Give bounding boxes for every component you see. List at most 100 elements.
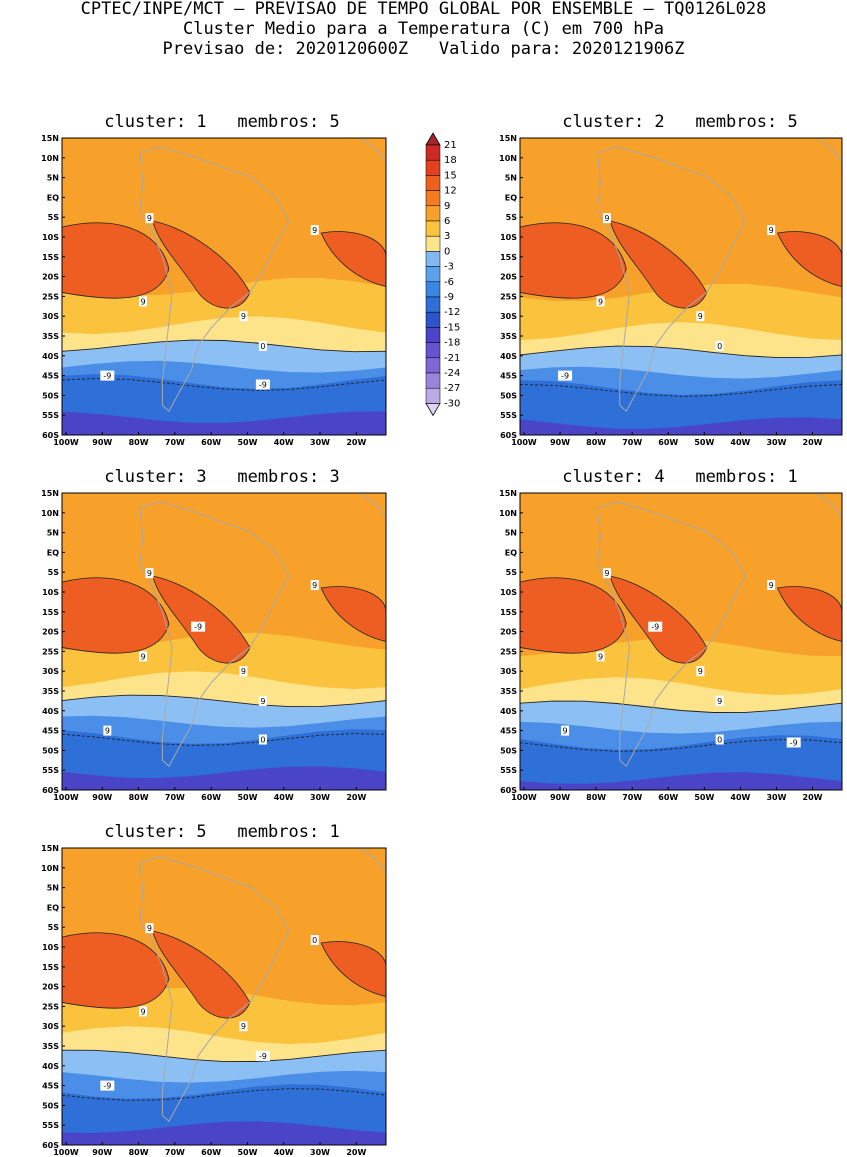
- lon-tick-label: 50W: [237, 793, 257, 802]
- lon-tick-label: 20W: [803, 438, 823, 447]
- contour-label: 9: [769, 226, 774, 235]
- colorbar-label: -15: [444, 322, 460, 333]
- temperature-band: [520, 417, 842, 435]
- lon-tick-label: 50W: [237, 438, 257, 447]
- lat-tick-label: 40S: [500, 352, 517, 361]
- contour-zero: [62, 1049, 386, 1063]
- contour-label-box: [255, 1050, 270, 1061]
- colorbar-swatch: [425, 296, 441, 313]
- lat-tick-label: 15N: [499, 489, 517, 498]
- contour-label-box: [310, 225, 319, 236]
- lon-tick-label: 20W: [346, 438, 366, 447]
- lat-tick-label: 60S: [42, 1141, 59, 1150]
- contour-label: 0: [717, 342, 722, 351]
- contour-label-box: [255, 379, 270, 390]
- lat-tick-label: 40S: [42, 707, 59, 716]
- contour-minus-nine: [62, 378, 386, 391]
- lon-tick-label: 20W: [346, 1148, 366, 1157]
- lat-tick-label: 50S: [42, 746, 59, 755]
- south-america-coastline: [596, 146, 746, 412]
- colorbar-swatch: [425, 327, 441, 343]
- contour-label: 0: [312, 936, 317, 945]
- panel-3-title: cluster: 3 membros: 3: [104, 467, 340, 487]
- contour-zero: [520, 700, 842, 713]
- lat-tick-label: 15S: [42, 608, 59, 617]
- lon-tick-label: 100W: [53, 793, 79, 802]
- colorbar-swatch: [425, 190, 441, 207]
- contour-label-box: [239, 1021, 248, 1032]
- colorbar-swatch: [425, 357, 441, 374]
- contour-label-box: [715, 734, 724, 745]
- contour-label: 9: [241, 1022, 246, 1031]
- lon-tick-label: 30W: [310, 438, 330, 447]
- contour-label: 9: [241, 667, 246, 676]
- contour-label: 9: [140, 1007, 145, 1016]
- lat-tick-label: 60S: [500, 786, 517, 795]
- lat-tick-label: 15N: [41, 844, 59, 853]
- lon-tick-label: 30W: [310, 1148, 330, 1157]
- contour-label-box: [715, 340, 724, 351]
- contour-label: 9: [241, 312, 246, 321]
- lon-tick-label: 80W: [129, 1148, 149, 1157]
- contour-label-box: [258, 340, 267, 351]
- contour-label: 9: [769, 581, 774, 590]
- colorbar-swatch: [425, 175, 441, 191]
- colorbar-swatch: [425, 235, 441, 252]
- lat-tick-label: EQ: [505, 193, 517, 202]
- contour-label-box: [139, 296, 147, 307]
- lat-tick-label: 15S: [500, 608, 517, 617]
- contour-label: 0: [260, 736, 265, 745]
- contour-label-box: [258, 695, 267, 706]
- lat-tick-label: 10S: [500, 588, 517, 597]
- contour-label: 9: [105, 727, 110, 736]
- colorbar-swatch: [425, 205, 441, 222]
- header-line-1: CPTEC/INPE/MCT – PREVISAO DE TEMPO GLOBA…: [80, 0, 767, 19]
- lat-tick-label: 25S: [42, 292, 59, 301]
- panel-2-title: cluster: 2 membros: 5: [562, 112, 798, 132]
- lat-tick-label: 5S: [506, 213, 518, 222]
- warm-core-continent: [152, 575, 251, 664]
- lon-tick-label: 30W: [766, 793, 786, 802]
- contour-label-box: [239, 311, 248, 322]
- lon-tick-label: 70W: [165, 793, 185, 802]
- lat-tick-label: 5N: [505, 174, 517, 183]
- lat-tick-label: 10S: [42, 588, 59, 597]
- colorbar-label: 9: [444, 201, 450, 212]
- lon-tick-label: 90W: [550, 438, 570, 447]
- lat-tick-label: 35S: [500, 687, 517, 696]
- lon-tick-label: 70W: [165, 1148, 185, 1157]
- panel-5-title: cluster: 5 membros: 1: [104, 822, 340, 842]
- colorbar-top-arrow: [425, 132, 441, 146]
- contour-label-box: [100, 1080, 115, 1091]
- contour-label-box: [310, 580, 319, 591]
- lon-tick-label: 80W: [586, 793, 606, 802]
- colorbar-label: -18: [444, 338, 460, 349]
- lat-tick-label: 55S: [42, 1121, 59, 1130]
- warm-core-continent: [609, 575, 708, 664]
- lat-tick-label: 50S: [42, 391, 59, 400]
- contour-label: 9: [147, 214, 152, 223]
- contour-label-box: [696, 311, 705, 322]
- lat-tick-label: 25S: [500, 292, 517, 301]
- lat-tick-label: 25S: [500, 647, 517, 656]
- contour-label: 9: [140, 297, 145, 306]
- lat-tick-label: 5N: [505, 529, 517, 538]
- lon-tick-label: 50W: [694, 438, 714, 447]
- contour-label: 9: [598, 652, 603, 661]
- temperature-band: [62, 766, 386, 790]
- lon-tick-label: 30W: [310, 793, 330, 802]
- warm-core-west: [62, 222, 170, 299]
- contour-label: -9: [651, 623, 659, 632]
- contour-label-box: [715, 695, 724, 706]
- lat-tick-label: 20S: [42, 628, 59, 637]
- contour-label-box: [786, 737, 801, 748]
- colorbar-label: -30: [444, 398, 460, 409]
- lat-tick-label: 40S: [42, 352, 59, 361]
- south-america-coastline: [139, 501, 290, 767]
- contour-label: -9: [259, 381, 267, 390]
- lon-tick-label: 90W: [550, 793, 570, 802]
- map-panel-5: 15N 10N 5N EQ 5S 10S 15S 20S 25S 30S 35S 40S 45S 50S 5…: [41, 844, 387, 1157]
- warm-core-west: [520, 222, 627, 299]
- colorbar-swatch: [425, 342, 441, 359]
